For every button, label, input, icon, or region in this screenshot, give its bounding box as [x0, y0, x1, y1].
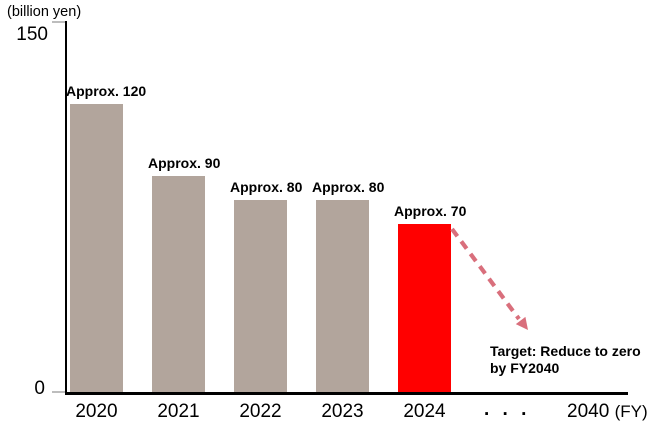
x-axis-label-2024: 2024 [403, 401, 446, 422]
target-annotation: Target: Reduce to zero by FY2040 [490, 343, 641, 377]
x-axis-ellipsis: . . . [484, 399, 531, 420]
y-axis-tick-mark-0 [52, 391, 65, 393]
x-axis-label-2022: 2022 [239, 401, 282, 422]
x-axis-label-2021: 2021 [157, 401, 200, 422]
x-axis-unit-suffix: (FY) [614, 402, 648, 421]
bar-2021 [152, 176, 205, 392]
trend-arrow-dashed-line [450, 227, 521, 321]
bar-value-label-2020: Approx. 120 [66, 83, 147, 99]
bar-value-label-2021: Approx. 90 [148, 155, 221, 171]
trend-arrow-head [515, 316, 528, 330]
y-axis-tick-mark-150 [52, 21, 65, 23]
bar-value-label-2023: Approx. 80 [312, 179, 385, 195]
bar-2023 [316, 200, 369, 392]
y-axis-unit-label: (billion yen) [7, 4, 82, 20]
bar-value-label-2024: Approx. 70 [394, 203, 467, 219]
x-axis-line [65, 392, 628, 395]
final-year-label: 2040 [567, 401, 610, 422]
bar-2022 [234, 200, 287, 392]
bar-value-label-2022: Approx. 80 [230, 179, 303, 195]
y-axis-tick-label-150: 150 [16, 24, 48, 45]
target-annotation-line2: by FY2040 [490, 360, 560, 376]
x-axis-label-2020: 2020 [75, 401, 118, 422]
bar-2020 [70, 104, 123, 392]
target-annotation-line1: Target: Reduce to zero [490, 343, 641, 359]
bar-2024 [398, 224, 451, 392]
x-axis-label-2023: 2023 [321, 401, 364, 422]
y-axis-tick-label-0: 0 [34, 378, 45, 399]
y-axis-line [65, 21, 67, 393]
x-axis-label-2040: 2040 (FY) [567, 402, 648, 421]
